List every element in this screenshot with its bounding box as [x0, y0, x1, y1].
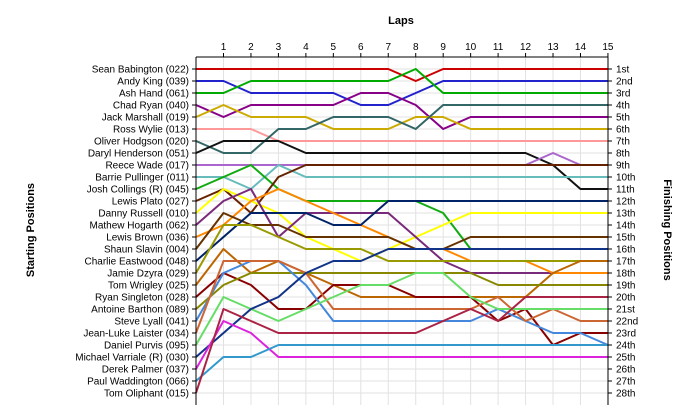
finishing-position-label: 7th	[616, 137, 630, 148]
starting-position-label: Sean Babington (022)	[92, 65, 189, 76]
series-line	[195, 260, 608, 334]
finishing-position-label: 19th	[616, 281, 635, 292]
finishing-positions-axis-title: Finishing Positions	[661, 179, 673, 280]
starting-position-label: Tom Oliphant (015)	[104, 389, 189, 400]
series-line	[195, 248, 608, 358]
finishing-position-label: 8th	[616, 149, 630, 160]
starting-position-label: Oliver Hodgson (020)	[94, 137, 189, 148]
starting-position-label: Daniel Purvis (095)	[104, 341, 189, 352]
x-tick-label: 6	[358, 42, 364, 53]
starting-position-label: Michael Varriale (R) (030)	[75, 353, 189, 364]
finishing-position-label: 16th	[616, 245, 635, 256]
series-line	[195, 200, 608, 262]
finishing-position-label: 20th	[616, 293, 635, 304]
starting-position-label: Ash Hand (061)	[119, 89, 189, 100]
starting-position-label: Charlie Eastwood (048)	[85, 257, 190, 268]
starting-position-label: Tom Wrigley (025)	[108, 281, 189, 292]
x-tick-label: 7	[385, 42, 391, 53]
finishing-position-label: 25th	[616, 353, 635, 364]
finishing-position-label: 26th	[616, 365, 635, 376]
x-tick-label: 13	[547, 42, 559, 53]
series-line	[195, 272, 608, 310]
series-line	[195, 224, 608, 274]
series-line	[196, 68, 608, 94]
finishing-position-label: 15th	[616, 233, 635, 244]
finishing-position-label: 17th	[616, 257, 635, 268]
starting-position-label: Danny Russell (010)	[98, 209, 189, 220]
finishing-position-label: 23rd	[616, 329, 636, 340]
starting-position-label: Mathew Hogarth (062)	[90, 221, 190, 232]
finishing-position-label: 12th	[616, 197, 635, 208]
starting-position-label: Chad Ryan (040)	[113, 101, 189, 112]
finishing-position-label: 13th	[616, 209, 635, 220]
starting-position-label: Andy King (039)	[117, 77, 189, 88]
finishing-position-label: 11th	[616, 185, 635, 196]
finishing-position-label: 24th	[616, 341, 635, 352]
starting-position-label: Ryan Singleton (028)	[95, 293, 189, 304]
x-tick-label: 5	[331, 42, 337, 53]
finishing-position-label: 1st	[616, 65, 630, 76]
x-tick-label: 11	[493, 42, 504, 53]
finishing-position-label: 27th	[616, 377, 635, 388]
x-tick-label: 15	[602, 42, 614, 53]
finishing-position-label: 18th	[616, 269, 635, 280]
x-tick-label: 12	[520, 42, 532, 53]
finishing-position-label: 9th	[616, 161, 630, 172]
finishing-position-label: 14th	[616, 221, 635, 232]
chart-title: Laps	[388, 15, 414, 27]
series-line	[196, 128, 608, 142]
x-tick-label: 9	[440, 42, 446, 53]
starting-position-label: Daryl Henderson (051)	[88, 149, 189, 160]
x-tick-label: 10	[465, 42, 477, 53]
x-tick-label: 1	[221, 42, 227, 53]
starting-position-label: Barrie Pullinger (011)	[95, 173, 189, 184]
starting-position-label: Antoine Barthon (089)	[91, 305, 189, 316]
series-line	[195, 92, 608, 130]
finishing-position-label: 22nd	[616, 317, 638, 328]
finishing-position-label: 6th	[616, 125, 630, 136]
starting-position-label: Jean-Luke Laister (034)	[83, 329, 189, 340]
series-line	[195, 320, 608, 370]
starting-position-label: Jamie Dzyra (029)	[107, 269, 189, 280]
x-tick-label: 3	[276, 42, 282, 53]
series-line	[195, 272, 608, 346]
finishing-position-label: 5th	[616, 113, 630, 124]
series-line	[195, 212, 608, 250]
starting-position-label: Lewis Plato (027)	[112, 197, 189, 208]
starting-position-label: Josh Collings (R) (045)	[87, 185, 189, 196]
finishing-position-label: 21st	[616, 305, 635, 316]
starting-position-label: Lewis Brown (036)	[106, 233, 189, 244]
x-tick-label: 14	[575, 42, 587, 53]
starting-position-label: Reece Wade (017)	[105, 161, 189, 172]
x-tick-label: 2	[248, 42, 254, 53]
starting-position-label: Ross Wylie (013)	[113, 125, 189, 136]
series-line	[195, 296, 608, 394]
starting-position-label: Derek Palmer (037)	[102, 365, 189, 376]
starting-positions-axis-title: Starting Positions	[25, 183, 37, 277]
starting-position-label: Shaun Slavin (004)	[104, 245, 189, 256]
finishing-position-label: 28th	[616, 389, 635, 400]
series-lines	[195, 68, 609, 394]
axes	[192, 53, 612, 405]
starting-position-label: Steve Lyall (041)	[114, 317, 189, 328]
finishing-position-label: 10th	[616, 173, 635, 184]
finishing-position-label: 2nd	[616, 77, 633, 88]
x-tick-label: 8	[413, 42, 419, 53]
series-line	[195, 344, 608, 382]
starting-position-label: Paul Waddington (066)	[87, 377, 189, 388]
x-tick-label: 4	[303, 42, 309, 53]
finishing-position-label: 3rd	[616, 89, 630, 100]
finishing-position-label: 4th	[616, 101, 630, 112]
starting-position-label: Jack Marshall (019)	[102, 113, 189, 124]
